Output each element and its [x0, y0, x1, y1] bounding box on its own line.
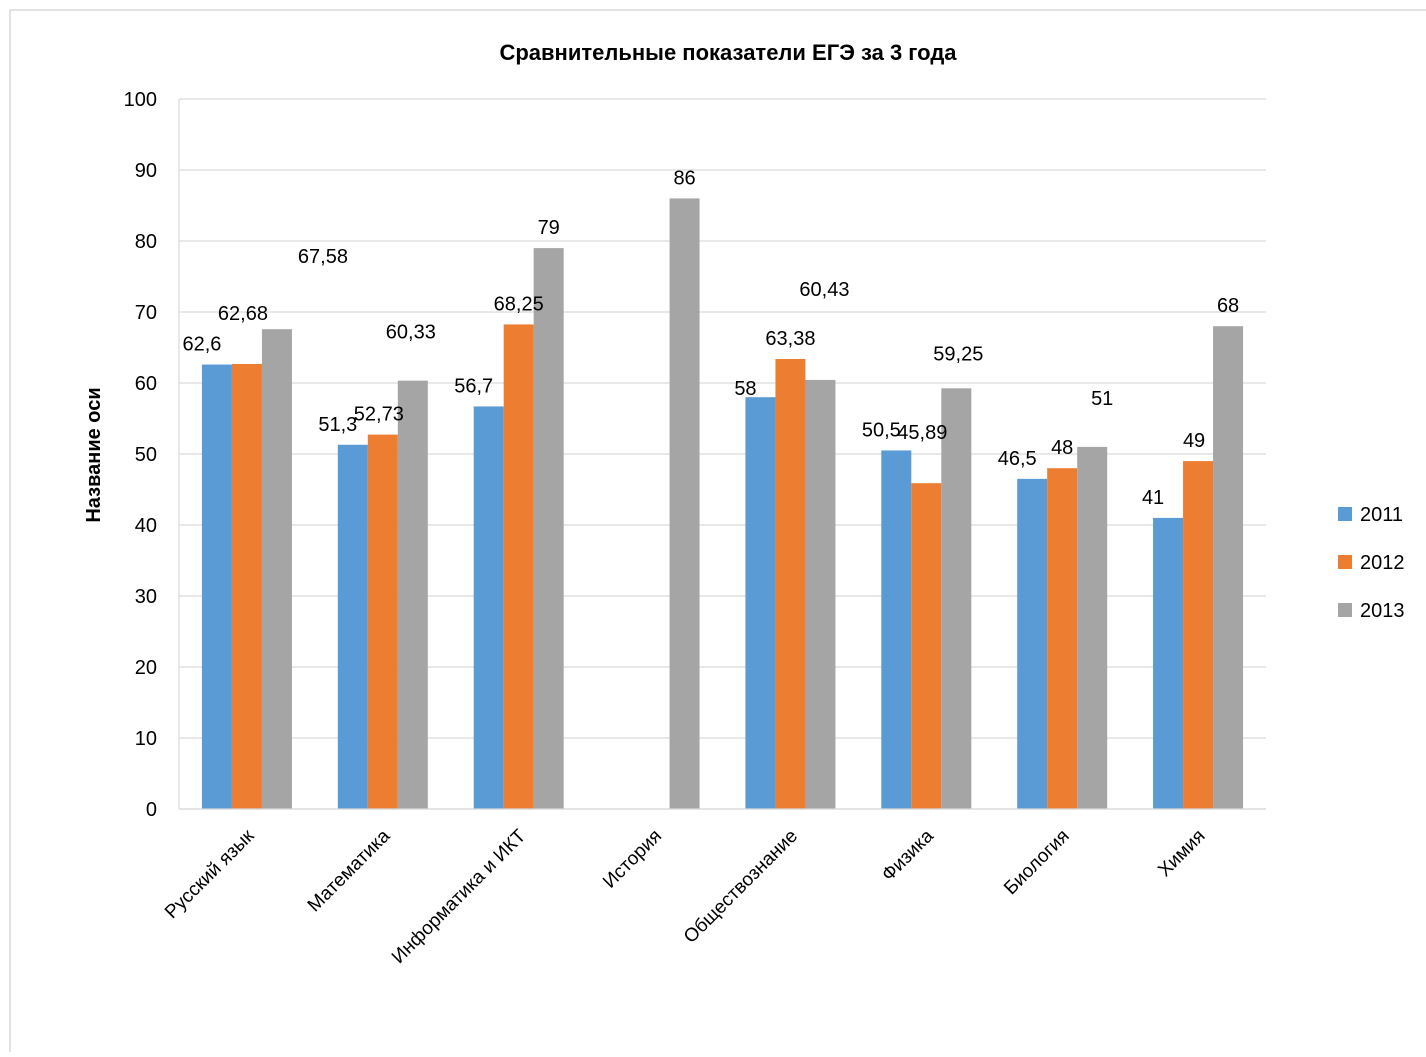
data-label: 48 [1051, 437, 1073, 459]
bar-2012 [1047, 468, 1078, 809]
data-label: 59,25 [933, 343, 983, 365]
y-axis-ticks: 0 10 20 30 40 50 60 70 80 90 100 [124, 89, 157, 821]
bar-2011 [473, 406, 504, 809]
bar-2011 [1017, 478, 1048, 809]
bar-2012 [503, 324, 534, 809]
data-label: 52,73 [354, 404, 404, 426]
data-label: 49 [1183, 430, 1205, 452]
legend-label: 2012 [1360, 552, 1405, 574]
y-tick-label: 50 [135, 444, 157, 466]
data-label: 58 [734, 378, 756, 400]
legend-label: 2011 [1360, 504, 1403, 526]
bar-2013 [941, 388, 972, 809]
y-tick-label: 40 [135, 515, 157, 537]
bar-2011 [201, 364, 232, 809]
bar-2013 [1077, 446, 1108, 809]
y-tick-label: 90 [135, 160, 157, 182]
bar-2012 [231, 363, 262, 809]
bar-2011 [337, 444, 368, 809]
data-label: 68,25 [494, 293, 544, 315]
y-tick-label: 80 [135, 231, 157, 253]
data-label: 51 [1091, 388, 1113, 410]
bar-2012 [775, 359, 806, 809]
data-label: 46,5 [998, 448, 1037, 470]
bar-2013 [533, 248, 564, 810]
bar-2012 [911, 483, 942, 809]
legend-swatch-2011 [1338, 507, 1352, 521]
bar-2013 [805, 379, 836, 809]
data-label: 60,43 [799, 279, 849, 301]
legend-label: 2013 [1360, 600, 1405, 622]
data-label: 45,89 [897, 422, 947, 444]
data-label: 79 [538, 217, 560, 239]
y-axis-title: Название оси [83, 387, 105, 522]
data-label: 50,5 [862, 419, 901, 441]
bar-2012 [367, 434, 398, 809]
bar-2011 [1153, 517, 1184, 809]
bar-2011 [745, 397, 776, 809]
data-label: 67,58 [298, 246, 348, 268]
data-label: 63,38 [765, 328, 815, 350]
y-tick-label: 30 [135, 586, 157, 608]
data-label: 62,6 [182, 334, 221, 356]
data-label: 68 [1217, 295, 1239, 317]
data-label: 56,7 [454, 375, 493, 397]
y-tick-label: 100 [124, 89, 157, 111]
bar-2011 [881, 450, 912, 809]
y-tick-label: 60 [135, 373, 157, 395]
bar-2013 [261, 329, 292, 809]
y-tick-label: 20 [135, 657, 157, 679]
bar-2013 [397, 380, 428, 809]
data-label: 51,3 [318, 414, 357, 436]
bars [179, 198, 1266, 810]
data-label: 60,33 [386, 322, 436, 344]
y-tick-label: 10 [135, 728, 157, 750]
bar-2013 [669, 198, 700, 809]
legend-swatch-2013 [1338, 603, 1352, 617]
legend-swatch-2012 [1338, 555, 1352, 569]
data-label: 62,68 [218, 303, 268, 325]
data-label: 41 [1142, 487, 1164, 509]
y-tick-label: 0 [146, 799, 157, 821]
data-labels: 62,6 62,68 67,58 51,352,73 60,33 56,7 68,25 79 8… [182, 167, 1239, 509]
legend: 2011 2012 2013 [1338, 504, 1405, 622]
bar-2012 [1183, 461, 1214, 809]
y-tick-label: 70 [135, 302, 157, 324]
bar-2013 [1213, 326, 1244, 809]
data-label: 86 [673, 167, 695, 189]
chart-title: Сравнительные показатели ЕГЭ за 3 года [499, 40, 957, 65]
